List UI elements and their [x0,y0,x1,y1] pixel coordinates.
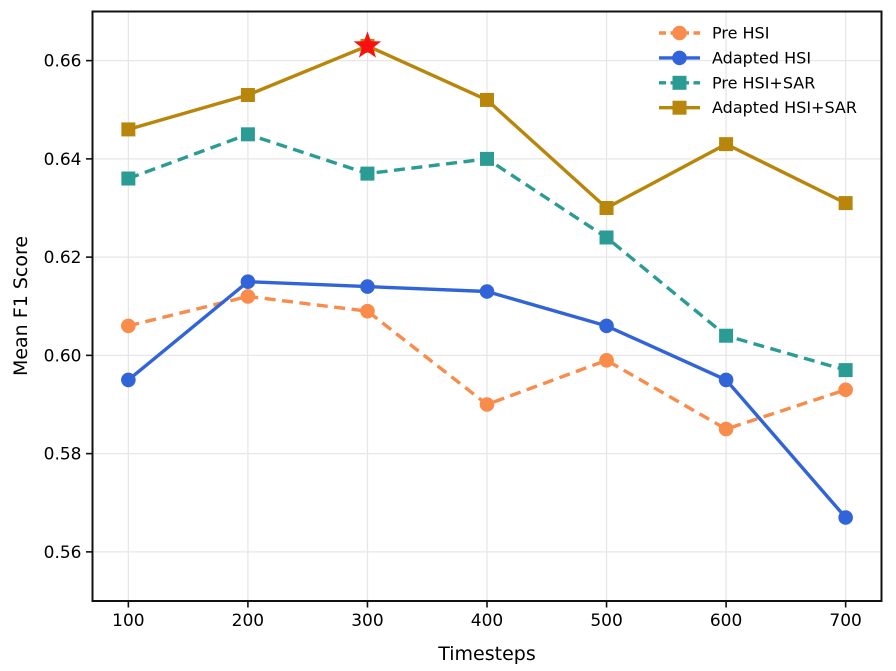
data-point-marker [360,279,375,294]
legend-marker-circle-icon [672,25,687,41]
data-point-marker [479,284,495,299]
data-point-marker [480,151,494,166]
legend-label: Pre HSI+SAR [712,73,815,92]
data-point-marker [838,363,853,378]
x-tick-label: 300 [351,611,383,631]
data-point-marker [121,372,136,388]
data-point-marker [719,137,734,152]
data-point-marker [240,127,255,142]
data-point-marker [599,230,614,245]
legend-label: Adapted HSI [712,48,811,67]
x-tick-label: 100 [112,611,144,631]
legend-marker-square-icon [672,100,687,115]
series-pre-hsi-sar [121,127,853,378]
grid-layer [92,11,882,601]
y-axis-label: Mean F1 Score [10,236,32,376]
series-layer [121,31,853,525]
star-icon [353,31,382,58]
legend-item: Pre HSI+SAR [659,73,815,92]
x-tick-label: 600 [710,611,742,631]
data-point-marker [360,303,375,319]
x-tick-label: 700 [829,611,861,631]
x-tick-label: 200 [232,611,264,631]
data-point-marker [599,201,614,215]
y-tick-label: 0.64 [44,150,82,170]
legend-item: Pre HSI [659,24,769,43]
series-adapted-hsi [121,274,853,525]
data-point-marker [838,510,853,525]
legend-label: Pre HSI [712,24,769,43]
legend-item: Adapted HSI+SAR [659,98,857,117]
data-point-marker [718,421,734,437]
y-tick-label: 0.56 [44,543,82,563]
data-point-marker [838,196,853,211]
x-axis-label: Timesteps [437,643,536,665]
data-point-marker [480,92,494,107]
legend-marker-circle-icon [672,50,687,66]
data-point-marker [121,171,136,186]
legend-marker-square-icon [672,75,687,90]
legend: Pre HSI Adapted HSI Pre HSI+SAR Adapted HSI… [659,24,857,117]
legend-label: Adapted HSI+SAR [712,98,857,117]
data-point-marker [599,318,614,334]
legend-item: Adapted HSI [659,48,811,67]
series-pre-hsi [121,289,853,437]
y-tick-label: 0.58 [44,445,82,465]
y-tick-label: 0.60 [44,346,82,366]
data-point-marker [479,397,495,412]
y-tick-label: 0.66 [44,52,82,72]
data-point-marker [838,382,853,398]
data-point-marker [718,372,734,388]
axes-layer: 100 200 300 400 500 600 700 0.56 0.58 0.60 0.62 0.6… [44,10,883,631]
data-point-marker [599,352,614,368]
data-point-marker [240,274,256,289]
y-tick-label: 0.62 [44,248,82,268]
data-point-marker [121,318,136,334]
data-point-marker [240,88,255,103]
data-point-marker [240,289,256,304]
data-point-marker [360,166,375,181]
x-tick-label: 500 [590,611,622,631]
x-tick-label: 400 [471,611,503,631]
data-point-marker [121,122,136,137]
data-point-marker [719,328,734,343]
